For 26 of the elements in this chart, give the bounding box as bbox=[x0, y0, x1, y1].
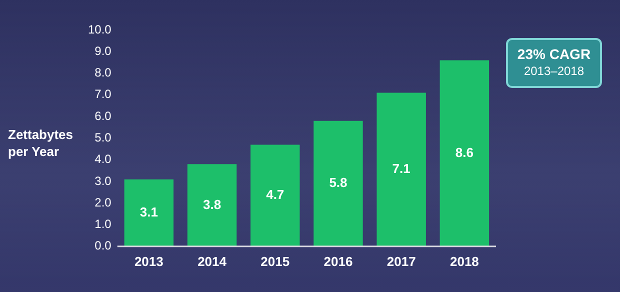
data-label: 4.7 bbox=[266, 187, 284, 202]
y-tick-label: 7.0 bbox=[94, 87, 112, 102]
x-tick-label: 2013 bbox=[134, 254, 164, 269]
y-tick-label: 5.0 bbox=[94, 130, 112, 145]
x-tick-label: 2017 bbox=[386, 254, 416, 269]
y-tick-label: 3.0 bbox=[94, 174, 112, 188]
y-tick-label: 0.0 bbox=[94, 238, 112, 253]
y-tick-label: 4.0 bbox=[94, 152, 112, 166]
data-label: 3.1 bbox=[140, 204, 158, 220]
x-tick-label: 2016 bbox=[324, 254, 353, 269]
data-label: 3.8 bbox=[202, 196, 222, 212]
y-tick-label: 8.0 bbox=[94, 66, 112, 80]
y-axis-title: Zettabytes per Year bbox=[8, 126, 74, 160]
y-tick-label: 10.0 bbox=[88, 22, 112, 36]
data-label: 5.8 bbox=[329, 175, 348, 190]
data-label: 7.1 bbox=[392, 161, 410, 176]
x-tick-label: 2015 bbox=[260, 254, 290, 269]
x-tick-label: 2014 bbox=[198, 254, 228, 269]
x-tick-label: 2018 bbox=[450, 254, 479, 269]
data-label: 8.6 bbox=[455, 144, 474, 160]
y-tick-label: 1.0 bbox=[94, 217, 112, 232]
text: 23% CAGR bbox=[516, 46, 592, 63]
y-tick-label: 2.0 bbox=[94, 195, 112, 210]
y-tick-label: 9.0 bbox=[94, 44, 112, 58]
text: 2013–2018 bbox=[522, 63, 586, 80]
y-tick-label: 6.0 bbox=[94, 108, 112, 123]
